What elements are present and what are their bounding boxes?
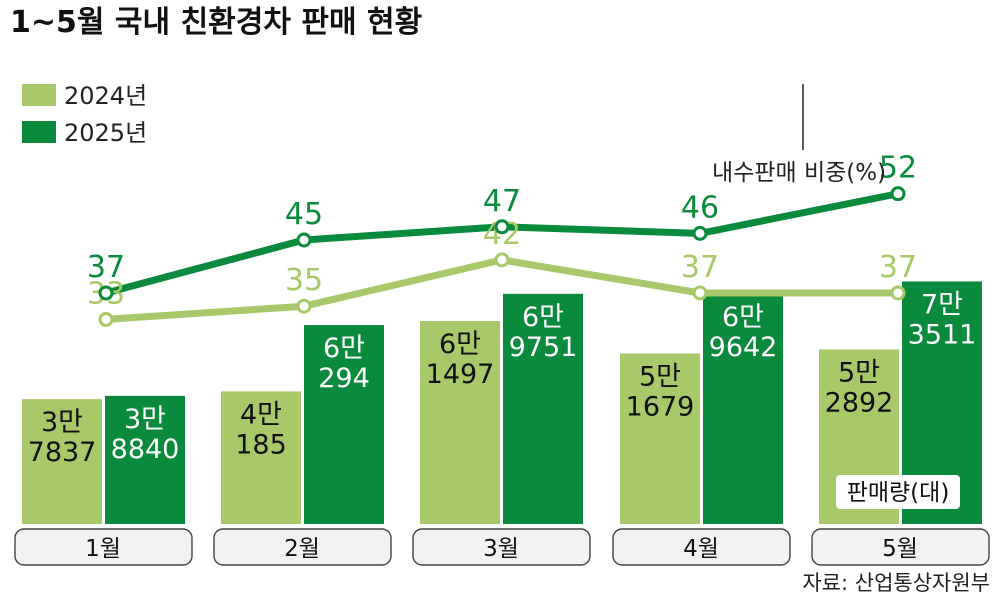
line-point-2024년 (692, 285, 708, 301)
category-box (14, 528, 193, 566)
bar-value-label: 6만 (722, 302, 764, 333)
bar-value-label: 1497 (426, 359, 495, 390)
line-value-label: 52 (879, 151, 917, 186)
category-box (811, 528, 990, 566)
bar-value-label: 9751 (509, 332, 578, 363)
bar-value-label: 6만 (439, 329, 481, 360)
bar-2024년-4월 (620, 353, 700, 524)
line-value-label: 37 (879, 250, 917, 285)
line-value-label: 47 (483, 184, 521, 219)
bar-value-label: 294 (318, 363, 370, 394)
line-value-label: 37 (681, 250, 719, 285)
bar-value-label: 9642 (709, 332, 778, 363)
bar-2025년-1월 (105, 395, 185, 524)
bar-value-label: 6만 (522, 302, 564, 333)
line-value-label: 35 (285, 263, 323, 298)
bar-value-label: 7만 (921, 289, 963, 320)
line-point-2024년 (296, 298, 312, 314)
bar-2024년-1월 (22, 399, 102, 524)
category-label: 2월 (284, 536, 320, 562)
line-point-2024년 (98, 311, 114, 327)
line-point-2025년 (296, 232, 312, 248)
category-box (213, 528, 392, 566)
bar-value-label: 3만 (41, 407, 83, 438)
line-point-2024년 (890, 285, 906, 301)
bar-value-label: 5만 (838, 357, 880, 388)
bar-value-label: 185 (235, 429, 287, 460)
source-note: 자료: 산업통상자원부 (802, 571, 990, 595)
line-group: 33354237373745474652 (87, 151, 917, 327)
bar-value-label: 6만 (323, 333, 365, 364)
legend-label-2024: 2024년 (64, 82, 147, 110)
bar-value-label: 7837 (28, 437, 97, 468)
bar-unit-label: 판매량(대) (847, 480, 950, 506)
category-box (612, 528, 791, 566)
category-label: 4월 (683, 536, 719, 562)
category-axis: 1월 2월 3월 4월 5월 (14, 528, 990, 566)
chart-title: 1~5월 국내 친환경차 판매 현황 (10, 5, 422, 40)
line-value-label: 46 (681, 190, 719, 225)
bar-value-label: 2892 (825, 387, 894, 418)
line-point-2025년 (692, 225, 708, 241)
line-value-label: 37 (87, 250, 125, 285)
bar-value-label: 5만 (639, 361, 681, 392)
bar-2025년-3월 (503, 293, 583, 524)
bar-value-label: 8840 (111, 434, 180, 465)
bar-2025년-4월 (703, 294, 783, 524)
bar-2025년-2월 (304, 325, 384, 524)
bar-value-label: 1679 (626, 391, 695, 422)
bar-2024년-3월 (420, 321, 500, 524)
bar-unit-label-box (836, 475, 960, 509)
legend-label-2025: 2025년 (64, 119, 147, 147)
bar-value-label: 4만 (240, 399, 282, 430)
category-label: 3월 (483, 536, 519, 562)
line-point-2025년 (98, 285, 114, 301)
line-series-label: 내수판매 비중(%) (712, 160, 886, 186)
line-point-2025년 (890, 186, 906, 202)
category-label: 1월 (85, 536, 121, 562)
bar-value-label: 3511 (908, 319, 977, 350)
bar-2024년-2월 (221, 391, 301, 524)
legend-swatch-2025 (22, 121, 56, 143)
line-point-2024년 (494, 252, 510, 268)
line-value-label: 45 (285, 197, 323, 232)
category-box (412, 528, 591, 566)
line-point-2025년 (494, 219, 510, 235)
category-label: 5월 (882, 536, 918, 562)
legend-swatch-2024 (22, 84, 56, 106)
bar-value-label: 3만 (124, 404, 166, 435)
